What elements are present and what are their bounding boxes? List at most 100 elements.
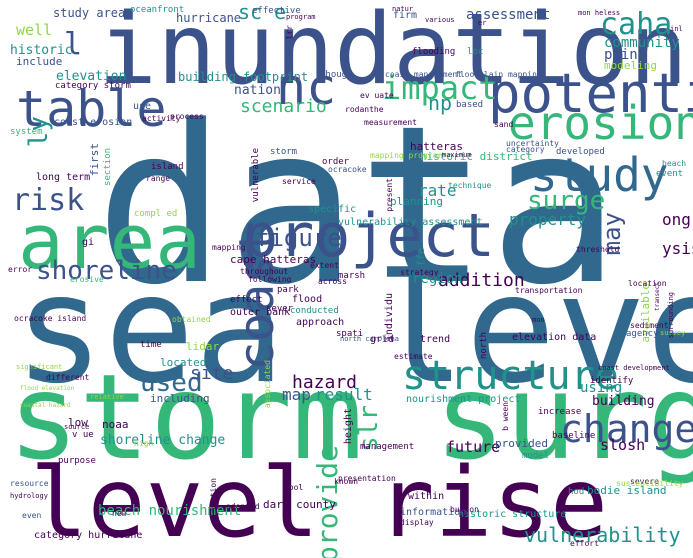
word: program (286, 13, 316, 21)
word: ffe (416, 248, 427, 267)
word: different (46, 373, 90, 382)
word: oceanfront (130, 5, 185, 15)
word: identify (590, 376, 634, 386)
word: significant (16, 363, 63, 371)
word: across (318, 277, 347, 286)
word: flood (292, 294, 323, 305)
word: data (95, 80, 620, 333)
word: high (134, 439, 154, 448)
word: section (103, 148, 113, 186)
word: activity (142, 114, 181, 123)
word: vulnerable (251, 148, 261, 203)
word: slosh (600, 436, 646, 454)
word: ysis (662, 239, 693, 258)
word: mon heless (578, 9, 621, 17)
word: ocracoke island (14, 314, 87, 323)
word: location (628, 279, 667, 288)
word: range (146, 174, 171, 183)
word: coastal hazard (20, 402, 71, 409)
word: nourishment project (406, 394, 521, 405)
word: building (592, 394, 655, 409)
word: nation (234, 83, 281, 98)
word: maximum (442, 151, 472, 159)
word: well (16, 21, 53, 39)
word: cape hatteras (230, 253, 317, 266)
word: bodie island (587, 484, 667, 497)
word: located (160, 356, 207, 369)
word: future (446, 438, 501, 456)
word: threshold (576, 245, 620, 254)
word: specific (308, 204, 357, 215)
word: lrr (285, 25, 294, 40)
word: relative (90, 393, 124, 401)
word: various (425, 16, 455, 24)
word: new (112, 509, 127, 518)
word: inl (670, 25, 683, 33)
word: effective (252, 6, 301, 16)
word: project (242, 201, 495, 271)
word: vulnerability assessment (338, 217, 483, 228)
word: approach (296, 317, 345, 328)
word: trend (420, 334, 451, 345)
word: historic district (420, 150, 533, 163)
word: v ue (72, 430, 94, 440)
word: spati (336, 329, 364, 339)
word: purpose (58, 456, 96, 466)
word: coast management (385, 70, 463, 79)
word: effect (230, 295, 263, 305)
word: flooding (412, 47, 456, 57)
word: shoreline (36, 256, 177, 286)
word: display (400, 518, 434, 527)
word: compl ed (134, 209, 178, 219)
word: point (604, 47, 647, 63)
word: sediment (630, 321, 669, 330)
word: floodplain mapping (455, 70, 542, 79)
word: known (334, 477, 359, 486)
word: marsh (338, 271, 366, 281)
word: using (580, 380, 623, 396)
word: tool (284, 483, 304, 492)
word: source (64, 423, 90, 431)
word: outer bank (230, 307, 291, 318)
word: erosive (70, 275, 104, 284)
word: information (400, 507, 467, 518)
word: baseline (552, 431, 596, 441)
word: flood elevation (20, 385, 75, 392)
word: category storm (55, 81, 131, 91)
word: lidar (186, 340, 220, 353)
word: ev uate (360, 91, 394, 100)
word: sc e (238, 0, 287, 24)
word: rodanthe (345, 105, 384, 114)
word: l (64, 27, 83, 62)
word: height (343, 408, 354, 445)
word: er (478, 19, 487, 27)
word: buxton (450, 505, 479, 514)
word: ocracoke (328, 165, 367, 174)
word: include (16, 55, 63, 68)
word: north carolina (340, 335, 400, 343)
word: grid (370, 334, 395, 345)
word: table (16, 80, 167, 138)
word: hazard (292, 372, 358, 393)
word: present (385, 178, 394, 212)
word: including (150, 392, 210, 405)
word: scenario (240, 96, 327, 117)
word: storm surge (8, 348, 693, 486)
word: noaa (102, 418, 129, 431)
word: event (656, 169, 684, 179)
word: individu (384, 293, 395, 342)
word: modeling (604, 59, 657, 72)
word: hatteras (410, 140, 463, 153)
word: conducted (290, 306, 339, 316)
word: presentation (338, 474, 396, 483)
word: low (68, 416, 88, 429)
word: transect (654, 282, 661, 311)
word: category (506, 145, 545, 154)
word: loc (467, 47, 484, 57)
word: resource (10, 479, 49, 488)
word: system (10, 127, 43, 137)
word: hurricane (176, 11, 242, 25)
word: shoreline change (100, 433, 226, 448)
word: surge (527, 186, 606, 216)
